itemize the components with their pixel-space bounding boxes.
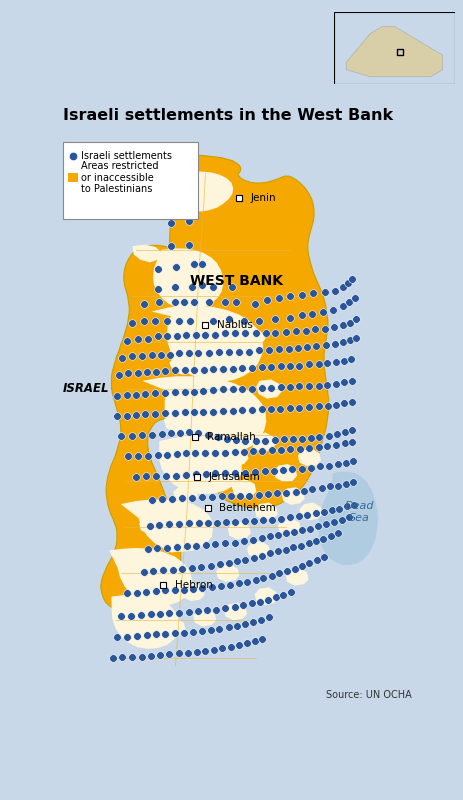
Polygon shape (216, 564, 239, 582)
Polygon shape (163, 414, 188, 433)
Polygon shape (189, 524, 212, 542)
Bar (68, 173, 77, 182)
Polygon shape (163, 171, 233, 211)
Polygon shape (345, 26, 442, 77)
Polygon shape (131, 557, 154, 574)
Polygon shape (120, 499, 213, 552)
Polygon shape (250, 433, 275, 452)
Polygon shape (281, 487, 304, 505)
Polygon shape (254, 502, 277, 520)
Text: Israeli settlements in the West Bank: Israeli settlements in the West Bank (63, 107, 392, 122)
Text: Israeli settlements: Israeli settlements (81, 151, 171, 161)
Text: Areas restricted
or inaccessible
to Palestinians: Areas restricted or inaccessible to Pale… (81, 161, 158, 194)
Polygon shape (173, 486, 197, 503)
Polygon shape (299, 502, 322, 520)
Text: Source: UN OCHA: Source: UN OCHA (325, 690, 411, 701)
Polygon shape (202, 474, 227, 492)
Polygon shape (197, 340, 226, 361)
Polygon shape (227, 522, 250, 539)
Polygon shape (159, 437, 241, 494)
Polygon shape (186, 398, 210, 417)
Polygon shape (109, 548, 192, 606)
Text: Ramallah: Ramallah (206, 432, 255, 442)
Polygon shape (139, 517, 162, 534)
Polygon shape (132, 245, 161, 262)
Polygon shape (285, 568, 308, 586)
Text: Bethlehem: Bethlehem (219, 503, 275, 513)
Text: Dead
Sea: Dead Sea (344, 501, 373, 522)
Polygon shape (153, 249, 223, 310)
Text: Jenin: Jenin (250, 194, 275, 203)
Polygon shape (131, 630, 154, 647)
Polygon shape (162, 618, 185, 636)
Polygon shape (154, 570, 177, 588)
Polygon shape (318, 472, 377, 565)
Polygon shape (162, 535, 185, 553)
Text: Hebron: Hebron (174, 580, 212, 590)
Polygon shape (181, 583, 204, 601)
Polygon shape (142, 376, 266, 455)
Polygon shape (151, 306, 263, 382)
Polygon shape (277, 518, 300, 536)
Polygon shape (297, 449, 320, 466)
Polygon shape (223, 446, 248, 466)
Polygon shape (231, 479, 256, 498)
Polygon shape (224, 602, 246, 620)
Polygon shape (169, 355, 196, 374)
Text: Nablus: Nablus (217, 321, 252, 330)
Polygon shape (111, 595, 180, 649)
Polygon shape (256, 379, 281, 398)
Polygon shape (193, 609, 216, 626)
Text: Jerusalem: Jerusalem (208, 472, 260, 482)
Polygon shape (232, 327, 265, 347)
Bar (63, 142, 197, 219)
Text: WEST BANK: WEST BANK (189, 274, 282, 288)
Polygon shape (228, 393, 253, 412)
Polygon shape (100, 155, 328, 612)
Polygon shape (246, 541, 269, 558)
Text: ISRAEL: ISRAEL (63, 382, 109, 395)
Polygon shape (273, 464, 296, 482)
Polygon shape (254, 587, 277, 605)
